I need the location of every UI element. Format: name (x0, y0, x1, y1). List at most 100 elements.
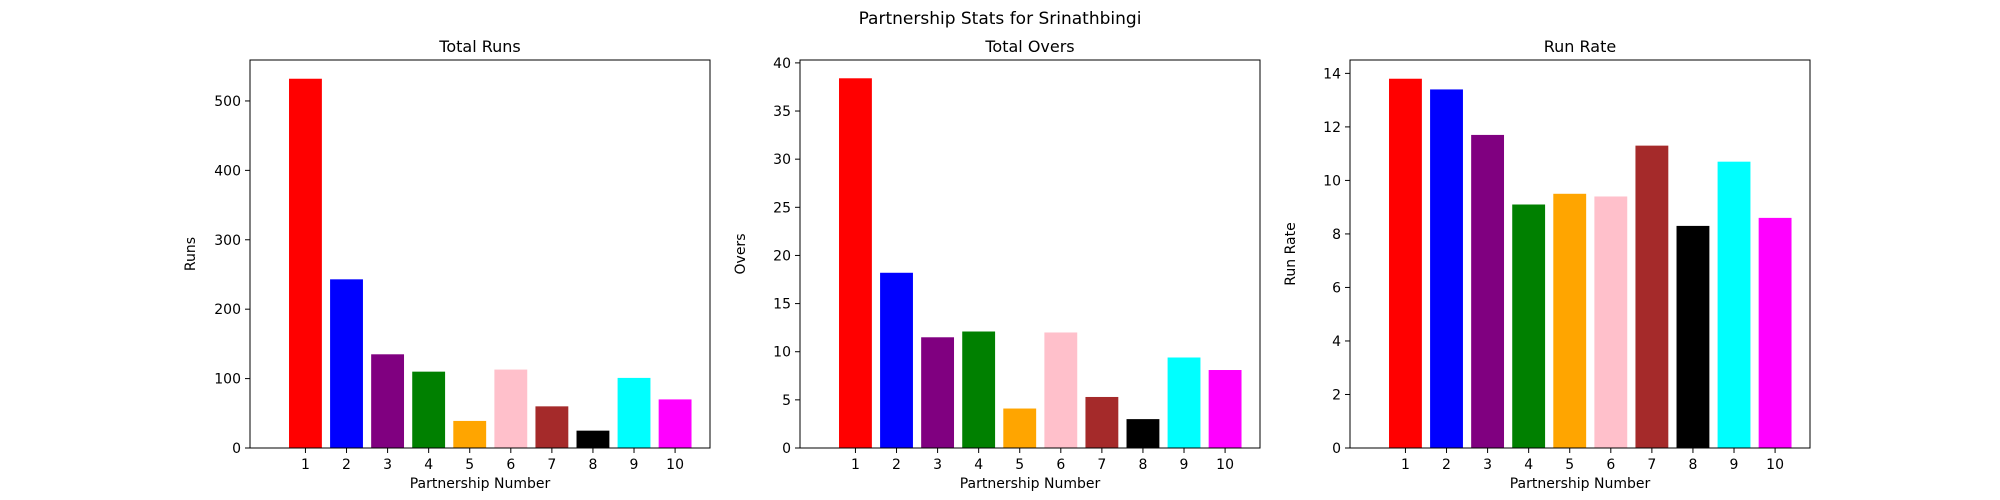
chart-2-y-tick-label-10: 10 (1323, 173, 1341, 189)
chart-1-x-tick-label-7: 7 (1097, 457, 1106, 473)
chart-1-bar-8 (1126, 419, 1160, 448)
chart-1-ylabel: Overs (733, 234, 749, 275)
chart-2-bars (1389, 78, 1792, 449)
chart-0-ylabel: Runs (183, 237, 199, 271)
chart-1-x-tick-label-10: 10 (1216, 457, 1234, 473)
chart-2-bar-3 (1471, 134, 1505, 449)
chart-1-bar-5 (1003, 408, 1037, 448)
chart-1-bar-3 (921, 337, 955, 448)
chart-0-y-tick-label-200: 200 (214, 302, 241, 318)
chart-0-x-tick-label-2: 2 (342, 457, 351, 473)
chart-2-x-tick-label-7: 7 (1647, 457, 1656, 473)
chart-1-title: Total Overs (984, 37, 1074, 56)
chart-0-x-tick-label-4: 4 (424, 457, 433, 473)
chart-1-bar-7 (1085, 396, 1119, 448)
chart-2-bar-4 (1512, 204, 1546, 448)
chart-0-x-tick-label-3: 3 (383, 457, 392, 473)
chart-0-x-ticks: 1 2 3 4 5 6 7 8 9 10 (301, 448, 684, 473)
chart-1-bar-1 (839, 78, 872, 448)
chart-0-bars (289, 78, 692, 449)
chart-2-bar-10 (1758, 217, 1792, 448)
chart-0-x-tick-label-7: 7 (547, 457, 556, 473)
chart-2-x-tick-label-5: 5 (1565, 457, 1574, 473)
chart-2-y-ticks: 0 2 4 6 8 10 12 14 (1323, 66, 1350, 457)
chart-0-x-tick-label-9: 9 (630, 457, 639, 473)
chart-1-y-tick-label-35: 35 (773, 104, 791, 120)
chart-1-x-tick-label-9: 9 (1180, 457, 1189, 473)
chart-0-bar-5 (453, 420, 487, 448)
chart-2-bar-6 (1594, 196, 1628, 448)
chart-0-x-tick-label-1: 1 (301, 457, 310, 473)
chart-0-axes-frame (249, 59, 711, 449)
chart-1-x-ticks: 1 2 3 4 5 6 7 8 9 10 (851, 448, 1234, 473)
chart-0-bar-9 (617, 377, 651, 448)
chart-2-bar-9 (1717, 161, 1751, 448)
chart-2-axes-frame (1349, 59, 1811, 449)
chart-2-x-tick-label-3: 3 (1483, 457, 1492, 473)
chart-0-title: Total Runs (438, 37, 520, 56)
chart-1-y-tick-label-30: 30 (773, 152, 791, 168)
chart-2-bar-2 (1430, 89, 1463, 449)
chart-0-x-tick-label-10: 10 (666, 457, 684, 473)
chart-2-x-tick-label-10: 10 (1766, 457, 1784, 473)
chart-1-xlabel: Partnership Number (960, 476, 1101, 492)
chart-0-x-tick-label-6: 6 (506, 457, 515, 473)
chart-0-y-tick-label-0: 0 (232, 441, 241, 457)
chart-2-x-ticks: 1 2 3 4 5 6 7 8 9 10 (1401, 448, 1784, 473)
chart-1-bar-4 (962, 331, 996, 448)
chart-1-y-ticks: 0 5 10 15 20 25 30 35 40 (773, 56, 800, 457)
chart-2-y-tick-label-4: 4 (1332, 334, 1341, 350)
chart-1-y-tick-label-20: 20 (773, 248, 791, 264)
chart-1-x-tick-label-5: 5 (1015, 457, 1024, 473)
chart-2-y-tick-label-6: 6 (1332, 280, 1341, 296)
chart-1-bar-10 (1208, 370, 1242, 448)
chart-0-x-tick-label-5: 5 (465, 457, 474, 473)
chart-2-x-tick-label-4: 4 (1524, 457, 1533, 473)
chart-2-y-tick-label-14: 14 (1323, 66, 1341, 82)
chart-2-x-tick-label-6: 6 (1606, 457, 1615, 473)
chart-1-y-tick-label-15: 15 (773, 297, 791, 313)
chart-0-x-tick-label-8: 8 (588, 457, 597, 473)
chart-1-x-tick-label-8: 8 (1138, 457, 1147, 473)
chart-1-panel: 1 2 3 4 5 6 7 8 9 10 0 5 10 15 20 25 30 35 40 Total Overs Pa… (733, 37, 1261, 492)
chart-0-y-tick-label-400: 400 (214, 163, 241, 179)
chart-1-x-tick-label-6: 6 (1056, 457, 1065, 473)
chart-0-bar-10 (658, 399, 692, 448)
chart-1-y-tick-label-0: 0 (782, 441, 791, 457)
chart-2-y-tick-label-0: 0 (1332, 441, 1341, 457)
chart-0-bar-2 (330, 279, 363, 448)
chart-1-x-tick-label-1: 1 (851, 457, 860, 473)
chart-0-y-tick-label-100: 100 (214, 372, 241, 388)
chart-1-y-tick-label-40: 40 (773, 56, 791, 72)
chart-1-bar-6 (1044, 332, 1078, 448)
chart-2-y-tick-label-8: 8 (1332, 227, 1341, 243)
chart-1-bar-9 (1167, 357, 1201, 448)
chart-0-xlabel: Partnership Number (410, 476, 551, 492)
chart-2-y-tick-label-12: 12 (1323, 120, 1341, 136)
chart-2-x-tick-label-2: 2 (1442, 457, 1451, 473)
chart-2-x-tick-label-9: 9 (1730, 457, 1739, 473)
chart-0-y-tick-label-500: 500 (214, 94, 241, 110)
chart-2-y-tick-label-2: 2 (1332, 387, 1341, 403)
chart-0-y-tick-label-300: 300 (214, 233, 241, 249)
chart-1-x-tick-label-4: 4 (974, 457, 983, 473)
chart-0-bar-8 (576, 430, 610, 448)
chart-1-x-tick-label-3: 3 (933, 457, 942, 473)
chart-1-axes-frame (799, 59, 1261, 449)
chart-2-x-tick-label-1: 1 (1401, 457, 1410, 473)
chart-0-bar-4 (412, 371, 446, 448)
chart-0-bar-7 (535, 406, 569, 448)
chart-1-y-tick-label-10: 10 (773, 345, 791, 361)
chart-2-xlabel: Partnership Number (1510, 476, 1651, 492)
chart-2-bar-7 (1635, 145, 1669, 448)
chart-2-ylabel: Run Rate (1283, 222, 1299, 285)
chart-1-y-tick-label-5: 5 (782, 393, 791, 409)
figure-suptitle: Partnership Stats for Srinathbingi (859, 9, 1142, 29)
chart-1-x-tick-label-2: 2 (892, 457, 901, 473)
chart-0-y-ticks: 0 100 200 300 400 500 (214, 94, 250, 457)
chart-2-bar-5 (1553, 193, 1587, 448)
chart-2-bar-8 (1676, 225, 1710, 448)
